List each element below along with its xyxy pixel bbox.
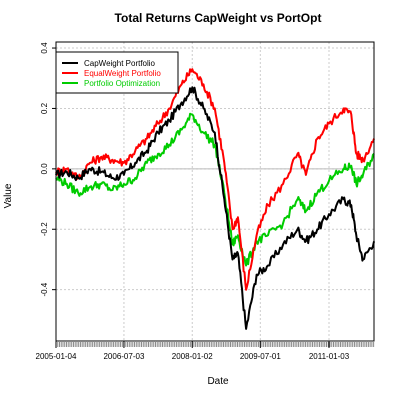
legend-entry: CapWeight Portfolio [84,59,156,68]
x-axis-label: Date [207,376,229,387]
y-axis: -0.4 -0.2 0.0 0.2 0.4 [40,42,56,297]
x-tick-label: 2006-07-03 [103,352,144,361]
x-tick-label: 2009-07-01 [240,352,281,361]
y-tick-label: 0.2 [40,102,49,114]
x-tick-label: 2005-01-04 [36,352,77,361]
y-tick-label: 0.0 [40,163,49,175]
x-tick-label: 2011-01-03 [309,352,350,361]
y-tick-label: -0.4 [40,282,49,296]
y-tick-label: -0.2 [40,222,49,236]
y-axis-label: Value [3,183,14,208]
series-lines [55,68,375,330]
legend-entry: Portfolio Optimization [84,79,160,88]
x-tick-label: 2008-01-02 [172,352,213,361]
series-line-1 [55,68,375,291]
series-line-0 [55,86,375,330]
x-minor-ticks [55,341,375,347]
legend-entry: EqualWeight Portfolio [84,69,161,78]
x-axis: 2005-01-04 2006-07-03 2008-01-02 2009-07-01… [36,341,375,361]
series-line-2 [55,112,375,267]
y-tick-label: 0.4 [40,42,49,54]
chart-title: Total Returns CapWeight vs PortOpt [115,11,322,25]
